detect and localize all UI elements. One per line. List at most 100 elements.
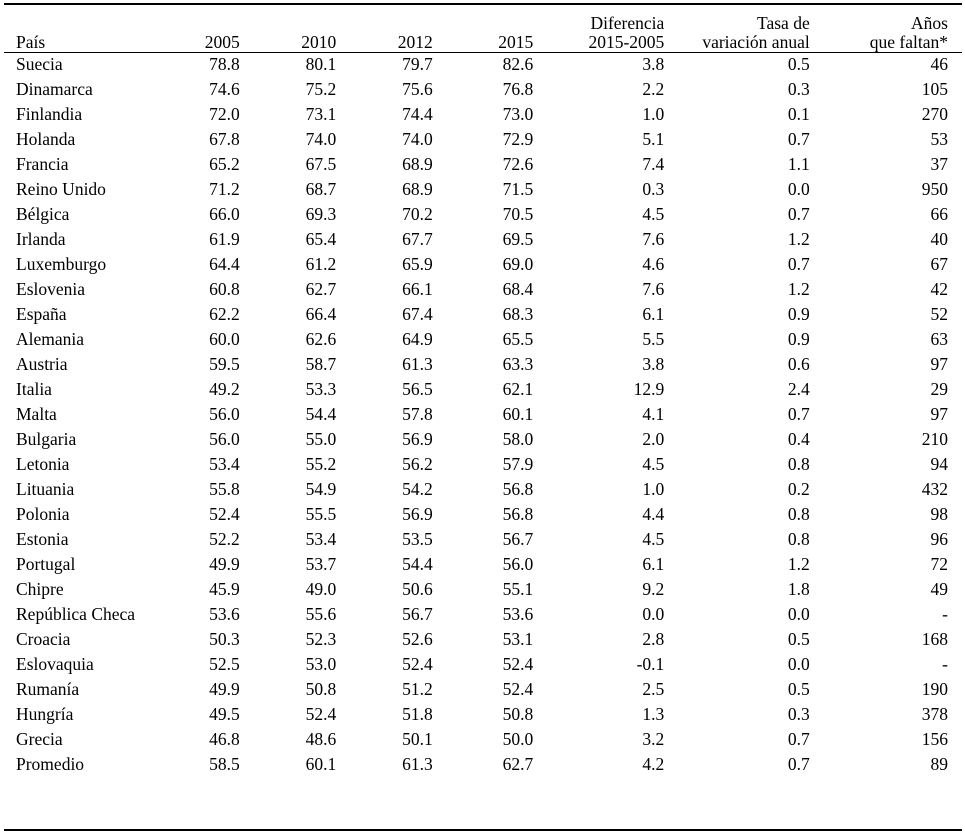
cell-2010: 54.4 xyxy=(305,403,337,424)
cell-2012: 53.5 xyxy=(402,528,433,549)
cell-annual-rate: 0.0 xyxy=(787,603,810,624)
cell-2005: 55.8 xyxy=(209,478,240,499)
cell-annual-rate: 0.0 xyxy=(787,178,810,199)
cell-years-remaining: 42 xyxy=(930,278,949,299)
cell-2005: 64.4 xyxy=(209,253,240,274)
cell-2015: 53.1 xyxy=(502,628,534,649)
cell-annual-rate: 0.9 xyxy=(787,328,810,349)
cell-difference: 4.4 xyxy=(642,503,665,524)
cell-2015: 68.4 xyxy=(502,278,534,299)
table-bottom-rule xyxy=(4,829,962,831)
cell-2015: 56.0 xyxy=(502,553,534,574)
cell-2005: 59.5 xyxy=(209,353,240,374)
cell-difference: 7.6 xyxy=(642,278,665,299)
cell-difference: 4.2 xyxy=(642,753,665,774)
cell-annual-rate: 0.7 xyxy=(787,753,810,774)
cell-difference: 1.3 xyxy=(642,703,665,724)
cell-2010: 69.3 xyxy=(305,203,337,224)
cell-2015: 69.5 xyxy=(502,228,534,249)
table-row: República Checa 53.6 55.6 56.7 53.6 0.0 0.0 - xyxy=(4,602,962,627)
cell-2005: 78.8 xyxy=(209,53,240,74)
cell-country: Eslovaquia xyxy=(16,653,94,674)
cell-2012: 51.8 xyxy=(402,703,433,724)
table-row: Bélgica 66.0 69.3 70.2 70.5 4.5 0.7 66 xyxy=(4,202,962,227)
cell-annual-rate: 1.2 xyxy=(787,228,810,249)
table-row: Chipre 45.9 49.0 50.6 55.1 9.2 1.8 49 xyxy=(4,577,962,602)
cell-2015: 82.6 xyxy=(502,53,534,74)
table-row: Portugal 49.9 53.7 54.4 56.0 6.1 1.2 72 xyxy=(4,552,962,577)
cell-difference: 5.1 xyxy=(642,128,665,149)
cell-years-remaining: 156 xyxy=(921,728,948,749)
table-header-rule xyxy=(4,52,962,53)
cell-2005: 65.2 xyxy=(209,153,240,174)
cell-2010: 49.0 xyxy=(305,578,337,599)
cell-annual-rate: 0.8 xyxy=(787,503,810,524)
cell-2015: 58.0 xyxy=(502,428,534,449)
table-row: Promedio 58.5 60.1 61.3 62.7 4.2 0.7 89 xyxy=(4,752,962,777)
cell-country: Letonia xyxy=(16,453,70,474)
cell-2005: 49.9 xyxy=(209,678,240,699)
cell-country: Croacia xyxy=(16,628,71,649)
cell-2010: 80.1 xyxy=(305,53,337,74)
cell-2010: 55.6 xyxy=(305,603,337,624)
cell-2005: 56.0 xyxy=(209,428,240,449)
cell-difference: 3.8 xyxy=(642,53,665,74)
cell-country: Polonia xyxy=(16,503,70,524)
cell-annual-rate: 0.9 xyxy=(787,303,810,324)
cell-annual-rate: 0.5 xyxy=(787,53,810,74)
cell-2010: 55.2 xyxy=(305,453,337,474)
table-row: Francia 65.2 67.5 68.9 72.6 7.4 1.1 37 xyxy=(4,152,962,177)
cell-2015: 56.8 xyxy=(502,478,534,499)
cell-2015: 56.7 xyxy=(502,528,534,549)
cell-2010: 52.3 xyxy=(305,628,337,649)
cell-years-remaining: 49 xyxy=(930,578,949,599)
cell-country: Alemania xyxy=(16,328,85,349)
cell-years-remaining: 168 xyxy=(921,628,948,649)
cell-annual-rate: 0.0 xyxy=(787,653,810,674)
cell-years-remaining: 432 xyxy=(921,478,948,499)
cell-2012: 50.1 xyxy=(402,728,433,749)
cell-2010: 55.5 xyxy=(305,503,337,524)
cell-years-remaining: - xyxy=(942,653,948,674)
cell-2005: 72.0 xyxy=(209,103,240,124)
cell-2005: 52.4 xyxy=(209,503,240,524)
cell-2005: 52.5 xyxy=(209,653,240,674)
cell-difference: 2.8 xyxy=(642,628,665,649)
cell-annual-rate: 2.4 xyxy=(787,378,810,399)
cell-2012: 61.3 xyxy=(402,353,433,374)
cell-2010: 68.7 xyxy=(305,178,337,199)
cell-2012: 56.9 xyxy=(402,428,433,449)
cell-annual-rate: 1.8 xyxy=(787,578,810,599)
cell-2010: 53.0 xyxy=(305,653,337,674)
cell-country: Irlanda xyxy=(16,228,66,249)
cell-country: Grecia xyxy=(16,728,63,749)
cell-2012: 61.3 xyxy=(402,753,433,774)
cell-country: Italia xyxy=(16,378,52,399)
cell-annual-rate: 0.4 xyxy=(787,428,810,449)
table-row: Polonia 52.4 55.5 56.9 56.8 4.4 0.8 98 xyxy=(4,502,962,527)
table-row: Finlandia 72.0 73.1 74.4 73.0 1.0 0.1 270 xyxy=(4,102,962,127)
cell-2010: 55.0 xyxy=(305,428,337,449)
cell-2005: 56.0 xyxy=(209,403,240,424)
cell-difference: 4.5 xyxy=(642,203,665,224)
cell-2015: 57.9 xyxy=(502,453,534,474)
cell-2015: 69.0 xyxy=(502,253,534,274)
cell-country: Promedio xyxy=(16,753,85,774)
cell-difference: 7.6 xyxy=(642,228,665,249)
cell-difference: 4.6 xyxy=(642,253,665,274)
header-annual-rate-line1: Tasa de xyxy=(757,13,810,33)
cell-2012: 54.2 xyxy=(402,478,433,499)
cell-2012: 70.2 xyxy=(402,203,433,224)
cell-country: Bélgica xyxy=(16,203,70,224)
cell-years-remaining: 29 xyxy=(930,378,949,399)
cell-country: Luxemburgo xyxy=(16,253,107,274)
header-2012: 2012 xyxy=(397,32,433,52)
cell-difference: 4.5 xyxy=(642,528,665,549)
cell-2005: 60.8 xyxy=(209,278,240,299)
cell-country: Bulgaria xyxy=(16,428,77,449)
cell-2005: 66.0 xyxy=(209,203,240,224)
table-row: Italia 49.2 53.3 56.5 62.1 12.9 2.4 29 xyxy=(4,377,962,402)
cell-2010: 75.2 xyxy=(305,78,337,99)
cell-2015: 56.8 xyxy=(502,503,534,524)
cell-country: Finlandia xyxy=(16,103,83,124)
